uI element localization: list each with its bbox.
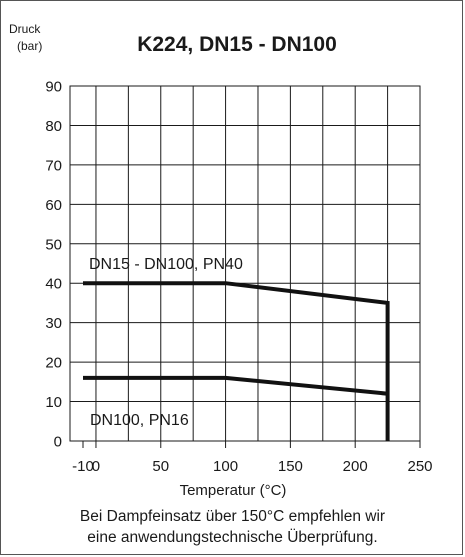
series-label-pn16: DN100, PN16: [90, 412, 189, 429]
y-tick-label: 30: [45, 315, 62, 332]
y-axis-label-line2: (bar): [17, 39, 42, 53]
y-tick-label: 60: [45, 197, 62, 214]
chart: K224, DN15 - DN100 Druck (bar) 0 10 20 30 40…: [9, 22, 433, 499]
x-axis-label: Temperatur (°C): [180, 482, 287, 499]
y-tick-label: 70: [45, 157, 62, 174]
series-line-1: [83, 375, 388, 396]
x-tick-label: -10: [72, 458, 94, 475]
y-tick-label: 40: [45, 276, 62, 293]
plot-area: [69, 85, 421, 442]
series-lines: [83, 281, 390, 441]
y-tick-label: 0: [54, 434, 62, 451]
series-line-0: [83, 281, 390, 441]
footnote-line-1: Bei Dampfeinsatz über 150°C empfehlen wi…: [79, 508, 386, 525]
chart-title: K224, DN15 - DN100: [137, 33, 337, 56]
series-label-pn40: DN15 - DN100, PN40: [89, 256, 243, 273]
footnote: Bei Dampfeinsatz über 150°C empfehlen wi…: [0, 506, 465, 548]
x-tick-label: 200: [343, 458, 368, 475]
x-tick-label: 0: [92, 458, 100, 475]
x-tick-label: 250: [407, 458, 432, 475]
y-tick-label: 50: [45, 236, 62, 253]
x-tick-label: 100: [213, 458, 238, 475]
footnote-line-2: eine anwendungstechnische Überprüfung.: [87, 529, 378, 546]
y-tick-label: 90: [45, 79, 62, 96]
y-tick-label: 80: [45, 118, 62, 135]
y-axis-label-line1: Druck: [9, 22, 41, 36]
y-tick-label: 20: [45, 355, 62, 372]
y-tick-label: 10: [45, 394, 62, 411]
x-tick-label: 150: [278, 458, 303, 475]
x-tick-label: 50: [152, 458, 169, 475]
